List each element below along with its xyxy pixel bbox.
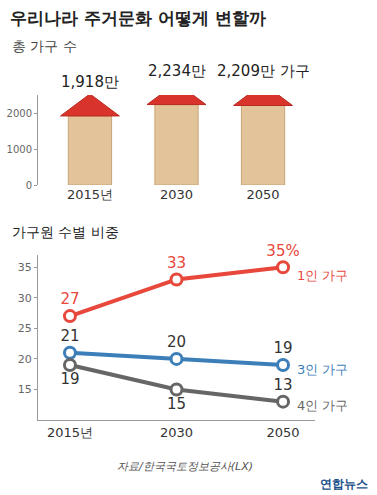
svg-text:20: 20 xyxy=(167,333,186,351)
svg-text:21: 21 xyxy=(60,327,79,345)
svg-text:2,209만 가구: 2,209만 가구 xyxy=(217,62,310,80)
svg-text:1,918만: 1,918만 xyxy=(61,73,119,91)
svg-text:2050: 2050 xyxy=(247,187,280,202)
svg-text:2015년: 2015년 xyxy=(67,187,113,202)
svg-text:자료/한국국토정보공사(LX): 자료/한국국토정보공사(LX) xyxy=(117,460,253,473)
svg-text:2050: 2050 xyxy=(266,425,299,440)
svg-text:1인 가구: 1인 가구 xyxy=(297,268,348,283)
svg-text:2000: 2000 xyxy=(7,108,32,119)
svg-text:0: 0 xyxy=(26,180,32,191)
svg-text:2015년: 2015년 xyxy=(47,425,93,440)
svg-text:27: 27 xyxy=(60,290,79,308)
svg-text:35: 35 xyxy=(18,261,32,274)
svg-text:2030: 2030 xyxy=(160,425,193,440)
svg-text:1000: 1000 xyxy=(7,144,32,155)
svg-text:4인 가구: 4인 가구 xyxy=(297,398,348,413)
svg-text:연합뉴스: 연합뉴스 xyxy=(320,477,368,491)
svg-text:25: 25 xyxy=(18,322,32,335)
svg-text:3인 가구: 3인 가구 xyxy=(297,362,348,377)
svg-text:19: 19 xyxy=(273,339,292,357)
svg-text:19: 19 xyxy=(60,370,79,388)
svg-text:13: 13 xyxy=(273,376,292,394)
svg-text:2030: 2030 xyxy=(160,187,193,202)
svg-text:20: 20 xyxy=(18,353,32,366)
svg-text:35%: 35% xyxy=(266,242,299,260)
svg-text:33: 33 xyxy=(167,254,186,272)
svg-text:가구원 수별 비중: 가구원 수별 비중 xyxy=(12,224,119,240)
svg-text:15: 15 xyxy=(18,383,32,396)
svg-text:30: 30 xyxy=(18,292,32,305)
svg-text:총 가구 수: 총 가구 수 xyxy=(12,38,77,54)
svg-text:15: 15 xyxy=(167,395,186,413)
svg-text:우리나라 주거문화 어떻게 변할까: 우리나라 주거문화 어떻게 변할까 xyxy=(10,8,266,28)
svg-text:2,234만: 2,234만 xyxy=(148,62,206,80)
